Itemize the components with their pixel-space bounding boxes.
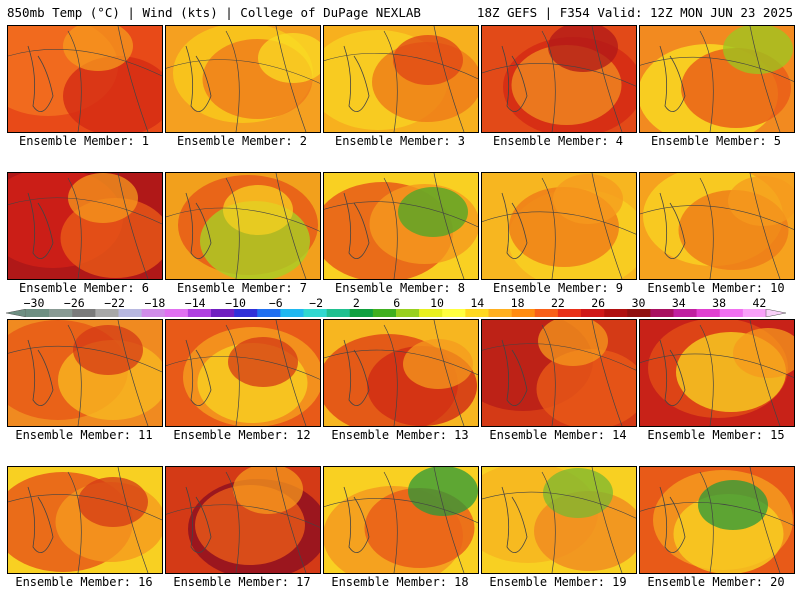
ensemble-member-map bbox=[7, 466, 163, 574]
colorbar-segment bbox=[326, 309, 351, 317]
colorbar-tick-label: 2 bbox=[352, 296, 360, 310]
ensemble-member-label: Ensemble Member: 18 bbox=[331, 575, 469, 589]
colorbar-tick-label: 34 bbox=[671, 296, 686, 310]
colorbar-tick-label: 42 bbox=[752, 296, 767, 310]
colorbar-segment bbox=[419, 309, 443, 317]
colorbar-segment bbox=[72, 309, 96, 317]
colorbar-segment bbox=[118, 309, 142, 317]
ensemble-member-map bbox=[7, 172, 163, 280]
colorbar-segment bbox=[164, 309, 189, 317]
ensemble-member-label: Ensemble Member: 16 bbox=[15, 575, 153, 589]
ensemble-member-label: Ensemble Member: 10 bbox=[647, 281, 785, 295]
colorbar-segment bbox=[280, 309, 304, 317]
ensemble-member-label: Ensemble Member: 19 bbox=[489, 575, 627, 589]
ensemble-member-map bbox=[323, 466, 479, 574]
colorbar-segment bbox=[26, 309, 50, 317]
colorbar-tick-label: 6 bbox=[393, 296, 401, 310]
temperature-color-bar bbox=[6, 309, 786, 317]
ensemble-member-label: Ensemble Member: 11 bbox=[15, 428, 153, 442]
colorbar-segment bbox=[465, 309, 489, 317]
colorbar-tick-label: 10 bbox=[430, 296, 444, 310]
colorbar-segment bbox=[234, 309, 258, 317]
map-title: 850mb Temp (°C) | Wind (kts) | College o… bbox=[7, 5, 421, 20]
colorbar-tick-label: 38 bbox=[712, 296, 727, 310]
colorbar-segment bbox=[581, 309, 605, 317]
ensemble-member-map bbox=[7, 25, 163, 133]
colorbar-segment bbox=[534, 309, 559, 317]
ensemble-member-label: Ensemble Member: 13 bbox=[331, 428, 469, 442]
ensemble-member-map bbox=[7, 319, 163, 427]
colorbar-tick-label: −18 bbox=[144, 296, 166, 310]
colorbar-tick-label: −22 bbox=[104, 296, 125, 310]
colorbar-segment bbox=[604, 309, 628, 317]
colorbar-segment bbox=[349, 309, 374, 317]
colorbar-segment bbox=[49, 309, 73, 317]
colorbar-segment bbox=[557, 309, 582, 317]
colorbar-tick-label: 14 bbox=[470, 296, 485, 310]
ensemble-member-map bbox=[165, 319, 321, 427]
colorbar-segment bbox=[511, 309, 536, 317]
ensemble-member-label: Ensemble Member: 6 bbox=[18, 281, 150, 295]
ensemble-member-map bbox=[481, 25, 637, 133]
ensemble-member-map bbox=[481, 319, 637, 427]
colorbar-tick-label: −10 bbox=[225, 296, 246, 310]
ensemble-member-label: Ensemble Member: 7 bbox=[176, 281, 308, 295]
colorbar-tick-label: −14 bbox=[184, 296, 206, 310]
colorbar-segment bbox=[696, 309, 721, 317]
ensemble-member-label: Ensemble Member: 1 bbox=[18, 134, 150, 148]
colorbar-tick-label: −2 bbox=[309, 296, 324, 310]
colorbar-segment bbox=[187, 309, 212, 317]
ensemble-member-map bbox=[165, 466, 321, 574]
colorbar-segment bbox=[95, 309, 119, 317]
ensemble-member-label: Ensemble Member: 17 bbox=[173, 575, 311, 589]
colorbar-tick-label: 22 bbox=[550, 296, 565, 310]
colorbar-segment bbox=[650, 309, 674, 317]
colorbar-tick-label: 26 bbox=[591, 296, 606, 310]
ensemble-member-map bbox=[639, 25, 795, 133]
colorbar-tick-label: 30 bbox=[631, 296, 646, 310]
ensemble-member-map bbox=[481, 466, 637, 574]
colorbar-tick-label: 18 bbox=[510, 296, 525, 310]
colorbar-left-arrow bbox=[6, 309, 27, 317]
colorbar-segment bbox=[742, 309, 767, 317]
ensemble-member-label: Ensemble Member: 15 bbox=[647, 428, 785, 442]
ensemble-member-map bbox=[639, 466, 795, 574]
ensemble-member-label: Ensemble Member: 8 bbox=[334, 281, 466, 295]
ensemble-member-label: Ensemble Member: 20 bbox=[647, 575, 785, 589]
colorbar-segment bbox=[257, 309, 281, 317]
colorbar-right-arrow bbox=[765, 309, 786, 317]
ensemble-member-label: Ensemble Member: 9 bbox=[492, 281, 624, 295]
colorbar-segment bbox=[141, 309, 166, 317]
colorbar-segment bbox=[488, 309, 512, 317]
valid-time: 18Z GEFS | F354 Valid: 12Z MON JUN 23 20… bbox=[476, 5, 793, 20]
ensemble-member-label: Ensemble Member: 4 bbox=[492, 134, 624, 148]
ensemble-member-map bbox=[165, 172, 321, 280]
colorbar-segment bbox=[627, 309, 651, 317]
ensemble-member-label: Ensemble Member: 12 bbox=[173, 428, 311, 442]
colorbar-segment bbox=[396, 309, 420, 317]
colorbar-tick-label: −26 bbox=[63, 296, 85, 310]
colorbar-tick-label: −6 bbox=[268, 296, 283, 310]
colorbar-segment bbox=[442, 309, 466, 317]
ensemble-member-label: Ensemble Member: 5 bbox=[650, 134, 782, 148]
colorbar-segment bbox=[673, 309, 697, 317]
colorbar-segment bbox=[211, 309, 235, 317]
ensemble-member-map bbox=[165, 25, 321, 133]
ensemble-member-map bbox=[323, 319, 479, 427]
ensemble-member-map bbox=[323, 172, 479, 280]
ensemble-member-map bbox=[323, 25, 479, 133]
colorbar-segment bbox=[303, 309, 327, 317]
ensemble-member-label: Ensemble Member: 2 bbox=[176, 134, 308, 148]
ensemble-member-map bbox=[481, 172, 637, 280]
ensemble-member-map bbox=[639, 319, 795, 427]
colorbar-segment bbox=[719, 309, 744, 317]
ensemble-member-label: Ensemble Member: 3 bbox=[334, 134, 466, 148]
colorbar-segment bbox=[372, 309, 397, 317]
colorbar-tick-label: −30 bbox=[23, 296, 45, 310]
ensemble-member-label: Ensemble Member: 14 bbox=[489, 428, 627, 442]
ensemble-member-map bbox=[639, 172, 795, 280]
